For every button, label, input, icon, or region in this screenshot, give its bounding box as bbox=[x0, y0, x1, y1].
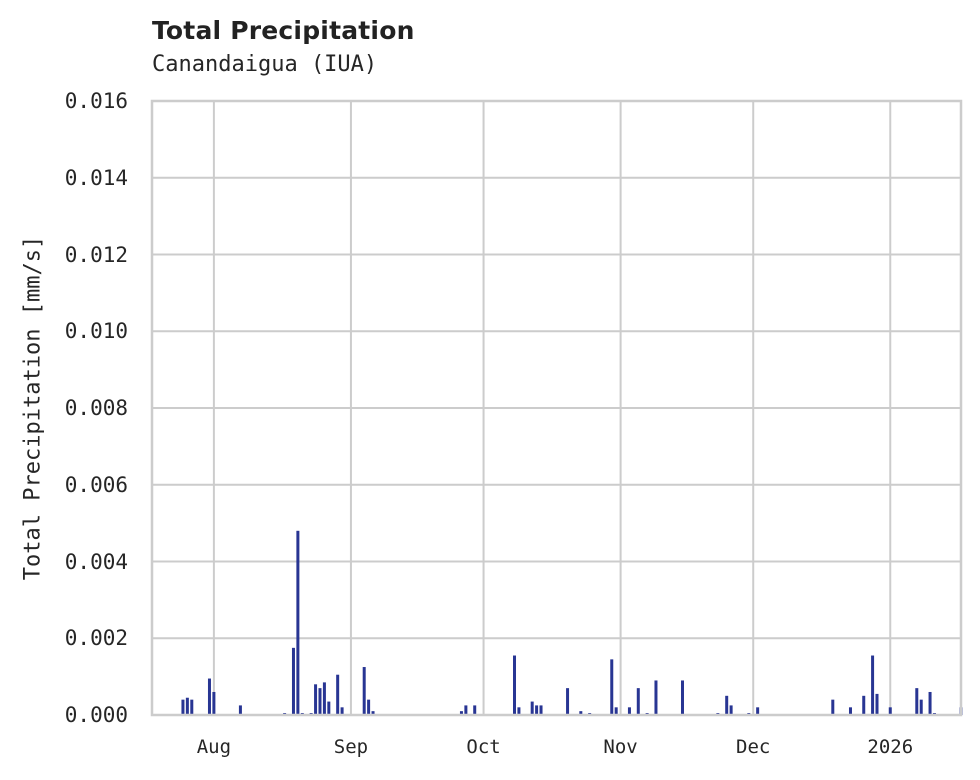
y-tick-label: 0.002 bbox=[64, 626, 128, 651]
y-tick-label: 0.010 bbox=[64, 319, 128, 344]
x-tick-label: Dec bbox=[736, 736, 771, 758]
data-bar bbox=[756, 707, 760, 715]
data-bar bbox=[185, 697, 189, 715]
x-tick-label: Sep bbox=[333, 736, 369, 758]
data-bar bbox=[473, 705, 477, 715]
data-bar bbox=[871, 655, 875, 715]
data-bar bbox=[371, 711, 375, 715]
x-tick-label: Oct bbox=[466, 736, 501, 758]
y-tick-label: 0.008 bbox=[64, 396, 128, 420]
y-tick-label: 0.016 bbox=[64, 89, 128, 113]
y-tick-label: 0.004 bbox=[64, 549, 128, 574]
data-bar bbox=[181, 699, 185, 715]
data-bar bbox=[539, 705, 543, 715]
data-bar bbox=[530, 701, 534, 715]
data-bar bbox=[915, 688, 919, 715]
data-bar bbox=[340, 707, 344, 715]
data-bar bbox=[513, 655, 517, 715]
chart-title: Total Precipitation bbox=[152, 16, 415, 45]
data-bar bbox=[190, 699, 194, 715]
plot-frame bbox=[150, 99, 963, 717]
data-bar bbox=[517, 707, 521, 715]
data-bar bbox=[314, 684, 318, 715]
data-bar bbox=[207, 678, 211, 715]
data-bar bbox=[636, 688, 640, 715]
data-bar bbox=[627, 707, 631, 715]
data-bar bbox=[318, 688, 322, 715]
y-tick-label: 0.012 bbox=[64, 242, 128, 267]
data-bar bbox=[831, 699, 835, 715]
y-tick-label: 0.014 bbox=[64, 165, 128, 190]
data-bar bbox=[327, 701, 331, 715]
data-bar bbox=[296, 530, 300, 715]
data-bar bbox=[322, 682, 326, 715]
chart-subtitle: Canandaigua (IUA) bbox=[152, 52, 378, 77]
data-bar bbox=[654, 680, 658, 715]
data-bar bbox=[729, 705, 733, 715]
data-bar bbox=[928, 691, 932, 715]
data-bar bbox=[610, 659, 614, 715]
data-bar bbox=[459, 711, 463, 715]
grid-lines bbox=[152, 100, 961, 716]
data-bar bbox=[579, 711, 583, 715]
data-bar bbox=[464, 705, 468, 715]
data-bar bbox=[566, 688, 570, 715]
x-tick-label: Nov bbox=[603, 736, 638, 758]
data-bar bbox=[680, 680, 684, 715]
data-bar bbox=[212, 691, 216, 715]
data-bar bbox=[919, 699, 923, 715]
x-tick-label: 2026 bbox=[867, 736, 914, 758]
data-bar bbox=[875, 693, 879, 715]
data-bar bbox=[888, 707, 892, 715]
data-series bbox=[181, 530, 963, 715]
data-bar bbox=[362, 667, 366, 715]
data-bar bbox=[862, 695, 866, 715]
data-bar bbox=[614, 707, 618, 715]
data-bar bbox=[336, 674, 340, 715]
x-tick-label: Aug bbox=[196, 736, 232, 758]
data-bar bbox=[238, 705, 242, 715]
data-bar bbox=[535, 705, 539, 715]
data-bar bbox=[725, 695, 729, 715]
y-tick-label: 0.006 bbox=[64, 472, 128, 497]
data-bar bbox=[291, 647, 295, 715]
data-bar bbox=[848, 707, 852, 715]
data-bar bbox=[367, 699, 371, 715]
y-tick-label: 0.000 bbox=[64, 703, 128, 727]
